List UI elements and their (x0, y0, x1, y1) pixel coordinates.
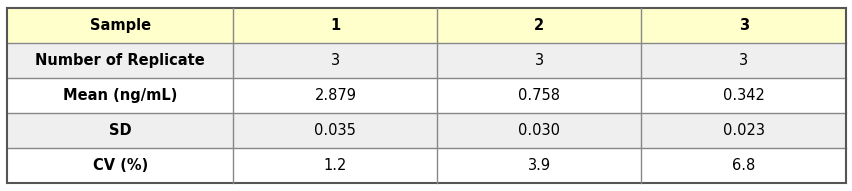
Text: 3: 3 (738, 18, 748, 33)
Bar (233, 148, 437, 183)
Bar (437, 78, 641, 113)
Text: 3: 3 (739, 53, 747, 68)
Bar (437, 8, 641, 43)
Text: 3: 3 (331, 53, 340, 68)
Bar (437, 43, 641, 78)
Bar (233, 113, 437, 148)
Text: SD: SD (109, 123, 131, 138)
Text: 1: 1 (330, 18, 340, 33)
Bar (641, 8, 845, 43)
Bar (7, 8, 233, 43)
Bar (233, 43, 437, 78)
Text: 2.879: 2.879 (314, 88, 356, 103)
Bar (437, 113, 641, 148)
Text: 1.2: 1.2 (324, 158, 347, 173)
Text: CV (%): CV (%) (92, 158, 147, 173)
Text: 3.9: 3.9 (527, 158, 550, 173)
Bar (641, 43, 845, 78)
Bar (641, 78, 845, 113)
Bar (233, 78, 437, 113)
Text: 0.758: 0.758 (518, 88, 560, 103)
Text: 2: 2 (533, 18, 544, 33)
Text: 3: 3 (534, 53, 544, 68)
Bar (7, 148, 233, 183)
Text: 0.035: 0.035 (314, 123, 356, 138)
Text: 0.023: 0.023 (722, 123, 764, 138)
Bar (233, 8, 437, 43)
Bar (437, 148, 641, 183)
Text: 6.8: 6.8 (731, 158, 755, 173)
Bar (7, 113, 233, 148)
Bar (641, 148, 845, 183)
Text: Mean (ng/mL): Mean (ng/mL) (63, 88, 177, 103)
Bar (7, 43, 233, 78)
Text: Number of Replicate: Number of Replicate (35, 53, 204, 68)
Text: 0.030: 0.030 (518, 123, 560, 138)
Bar (7, 78, 233, 113)
Text: 0.342: 0.342 (722, 88, 763, 103)
Bar (641, 113, 845, 148)
Text: Sample: Sample (89, 18, 151, 33)
